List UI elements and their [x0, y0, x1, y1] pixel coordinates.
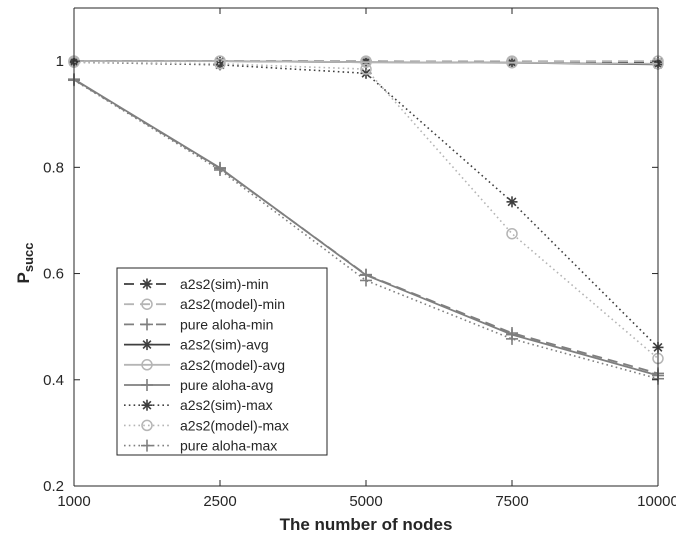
- legend-item-a2s2-model-max: a2s2(model)-max: [124, 417, 289, 433]
- legend-marker: [141, 298, 153, 310]
- x-axis-label: The number of nodes: [280, 515, 453, 534]
- legend-item-a2s2-sim-max: a2s2(sim)-max: [124, 397, 273, 413]
- x-tick-label: 7500: [495, 493, 528, 510]
- circle-marker-shape: [141, 359, 153, 371]
- legend-item-pure-aloha-avg: pure aloha-avg: [124, 377, 273, 393]
- circle-marker-shape: [141, 298, 153, 310]
- legend-marker: [141, 359, 153, 371]
- legend-label: a2s2(sim)-avg: [180, 337, 269, 353]
- y-axis-label: Psucc: [14, 243, 36, 284]
- x-tick-label: 10000: [637, 493, 676, 510]
- circle-marker-shape: [141, 419, 153, 432]
- legend-marker: [141, 399, 153, 411]
- legend-marker: [141, 419, 153, 432]
- x-tick-label: 2500: [203, 493, 236, 510]
- asterisk-marker-stroke: [142, 400, 152, 410]
- legend-item-a2s2-model-avg: a2s2(model)-avg: [124, 357, 285, 373]
- circle-marker-shape: [506, 227, 518, 240]
- data-point: [214, 163, 226, 176]
- asterisk-marker-stroke: [507, 197, 517, 207]
- legend-label: a2s2(model)-max: [180, 417, 289, 433]
- series-line: [74, 60, 659, 65]
- circle-marker-shape: [360, 56, 372, 68]
- legend-item-pure-aloha-min: pure aloha-min: [124, 316, 273, 332]
- asterisk-marker-stroke: [361, 68, 371, 78]
- tick-layer: 1000 2500 5000 7500 10000 0.2 0.4 0.6 0.8 1: [43, 8, 676, 510]
- data-point: [360, 56, 372, 68]
- series-line: [73, 79, 659, 380]
- legend-item-a2s2-sim-min: a2s2(sim)-min: [124, 276, 269, 292]
- data-point: [506, 332, 518, 345]
- legend: a2s2(sim)-min a2s2(model)-min pure aloha-m…: [116, 267, 328, 456]
- legend-item-a2s2-model-min: a2s2(model)-min: [124, 296, 285, 312]
- circle-marker-shape: [360, 63, 372, 75]
- data-point: [506, 227, 518, 240]
- legend-items: a2s2(sim)-min a2s2(model)-min pure aloha-m…: [124, 276, 289, 454]
- legend-marker: [141, 278, 153, 290]
- circle-marker-shape: [506, 56, 518, 69]
- asterisk-marker-stroke: [142, 279, 152, 289]
- legend-label: a2s2(sim)-max: [180, 397, 273, 413]
- y-tick-label: 0.6: [43, 266, 64, 283]
- legend-marker: [141, 318, 153, 331]
- legend-label: a2s2(model)-avg: [180, 357, 285, 373]
- legend-label: pure aloha-min: [180, 316, 273, 332]
- legend-marker: [141, 379, 153, 391]
- y-tick-label: 0.8: [43, 159, 64, 176]
- data-point: [360, 63, 372, 75]
- legend-item-pure-aloha-max: pure aloha-max: [124, 438, 277, 454]
- legend-label: a2s2(model)-min: [180, 296, 285, 312]
- legend-label: pure aloha-max: [180, 438, 277, 454]
- legend-marker: [141, 439, 153, 452]
- y-axis-label-subscript: succ: [21, 243, 36, 273]
- x-tick-label: 5000: [349, 493, 382, 510]
- y-tick-label: 1: [56, 53, 64, 70]
- y-tick-label: 0.2: [43, 478, 64, 495]
- data-point: [214, 58, 226, 70]
- y-axis-label-main: P: [14, 272, 33, 283]
- circle-marker-shape: [214, 58, 226, 70]
- legend-label: pure aloha-avg: [180, 377, 273, 393]
- legend-label: a2s2(sim)-min: [180, 276, 269, 292]
- asterisk-marker-stroke: [142, 340, 152, 350]
- data-point: [506, 196, 518, 208]
- legend-marker: [141, 339, 153, 351]
- x-tick-label: 1000: [57, 493, 90, 510]
- series-line: [73, 61, 659, 360]
- data-point: [360, 274, 372, 287]
- y-tick-label: 0.4: [43, 372, 64, 389]
- data-point: [506, 56, 518, 69]
- legend-item-a2s2-sim-avg: a2s2(sim)-avg: [124, 337, 269, 353]
